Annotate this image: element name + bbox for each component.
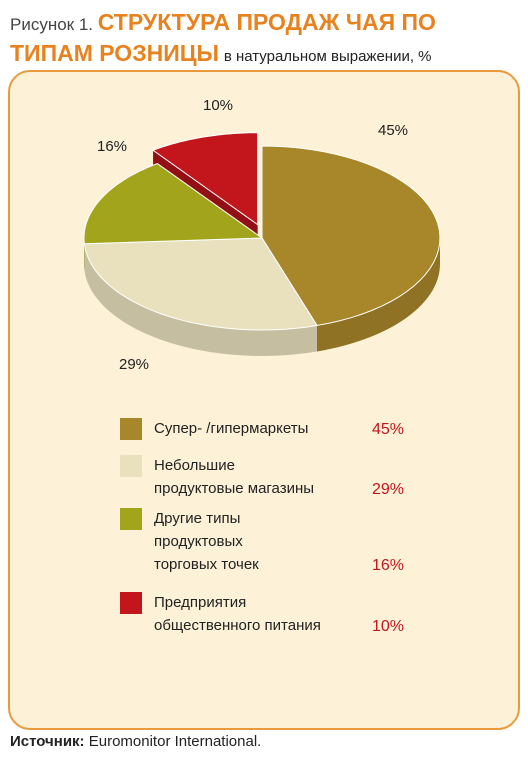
- slice-label: 10%: [203, 97, 233, 114]
- legend-swatch: [120, 592, 142, 614]
- chart-subtitle: в натуральном выражении, %: [223, 48, 432, 65]
- legend-label: Небольшие продуктовые магазины: [154, 457, 315, 497]
- slice: [261, 145, 441, 327]
- legend-swatch: [120, 508, 142, 530]
- legend-swatch: [120, 418, 142, 440]
- slice: [83, 237, 318, 331]
- legend-value: 16%: [372, 557, 405, 574]
- slice-side: [317, 238, 440, 352]
- slice-label: 16%: [97, 138, 127, 155]
- figure-label: Рисунок 1.: [10, 15, 94, 34]
- slice-label: 45%: [378, 122, 408, 139]
- source: Источник: Euromonitor International.: [10, 733, 261, 750]
- legend-label: Предприятия общественного питания: [154, 594, 321, 634]
- legend-swatch: [120, 455, 142, 477]
- slice-label: 29%: [119, 356, 149, 373]
- legend-value: 10%: [372, 618, 405, 635]
- slice-side: [84, 243, 318, 356]
- slice: [83, 163, 264, 245]
- legend-value: 45%: [372, 421, 405, 438]
- legend-value: 29%: [372, 481, 405, 498]
- panel: [8, 70, 520, 730]
- legend-label: Супер- /гипермаркеты: [154, 420, 309, 437]
- chart-title: СТРУКТУРА ПРОДАЖ ЧАЯ ПО ТИПАМ РОЗНИЦЫ: [10, 9, 436, 66]
- slice: [151, 132, 259, 226]
- header: Рисунок 1. СТРУКТУРА ПРОДАЖ ЧАЯ ПО ТИПАМ…: [10, 8, 510, 71]
- legend-label: Другие типы продуктовых торговых точек: [154, 510, 259, 573]
- source-label: Источник:: [10, 733, 85, 750]
- source-text: Euromonitor International.: [88, 733, 262, 750]
